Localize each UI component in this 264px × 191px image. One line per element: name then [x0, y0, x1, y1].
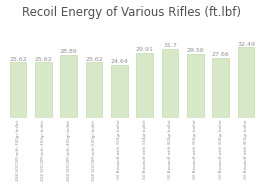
Text: .458 SOCOM with 500gr bullet: .458 SOCOM with 500gr bullet — [92, 120, 96, 182]
Text: .50 Beowulf with 450gr bullet: .50 Beowulf with 450gr bullet — [244, 120, 248, 180]
Text: .50 Beowulf with 334gr bullet: .50 Beowulf with 334gr bullet — [143, 120, 147, 180]
Text: .50 Beowulf with 300gr bullet: .50 Beowulf with 300gr bullet — [219, 120, 223, 180]
Text: 24.64: 24.64 — [110, 59, 128, 64]
Text: .50 Beowulf with 350gr bullet: .50 Beowulf with 350gr bullet — [193, 120, 197, 180]
Bar — [111, 65, 128, 118]
Text: Recoil Energy of Various Rifles (ft.lbf): Recoil Energy of Various Rifles (ft.lbf) — [22, 6, 242, 19]
Text: .50 Beowulf with 325gr bullet: .50 Beowulf with 325gr bullet — [117, 120, 121, 180]
Text: .458 SOCOM with 300gr bullet: .458 SOCOM with 300gr bullet — [16, 120, 20, 182]
Bar — [213, 58, 229, 118]
Bar — [35, 62, 51, 118]
Bar — [187, 54, 204, 118]
Bar — [86, 62, 102, 118]
Text: .458 SOCOM with 405gr bullet: .458 SOCOM with 405gr bullet — [67, 120, 71, 182]
Text: 32.49: 32.49 — [237, 42, 255, 47]
Text: 27.66: 27.66 — [212, 52, 230, 57]
Text: 25.62: 25.62 — [85, 57, 103, 62]
Bar — [10, 62, 26, 118]
Text: .50 Beowulf with 400gr bullet: .50 Beowulf with 400gr bullet — [168, 120, 172, 180]
Text: 29.56: 29.56 — [186, 48, 204, 53]
Bar — [162, 49, 178, 118]
Text: 28.89: 28.89 — [60, 49, 78, 54]
Bar — [60, 55, 77, 118]
Text: .458 SOCOM with 350gr bullet: .458 SOCOM with 350gr bullet — [41, 120, 45, 182]
Text: 25.62: 25.62 — [9, 57, 27, 62]
Text: 29.91: 29.91 — [136, 47, 154, 52]
Text: 25.62: 25.62 — [34, 57, 52, 62]
Bar — [136, 53, 153, 118]
Bar — [238, 48, 254, 118]
Text: 31.7: 31.7 — [163, 43, 177, 48]
